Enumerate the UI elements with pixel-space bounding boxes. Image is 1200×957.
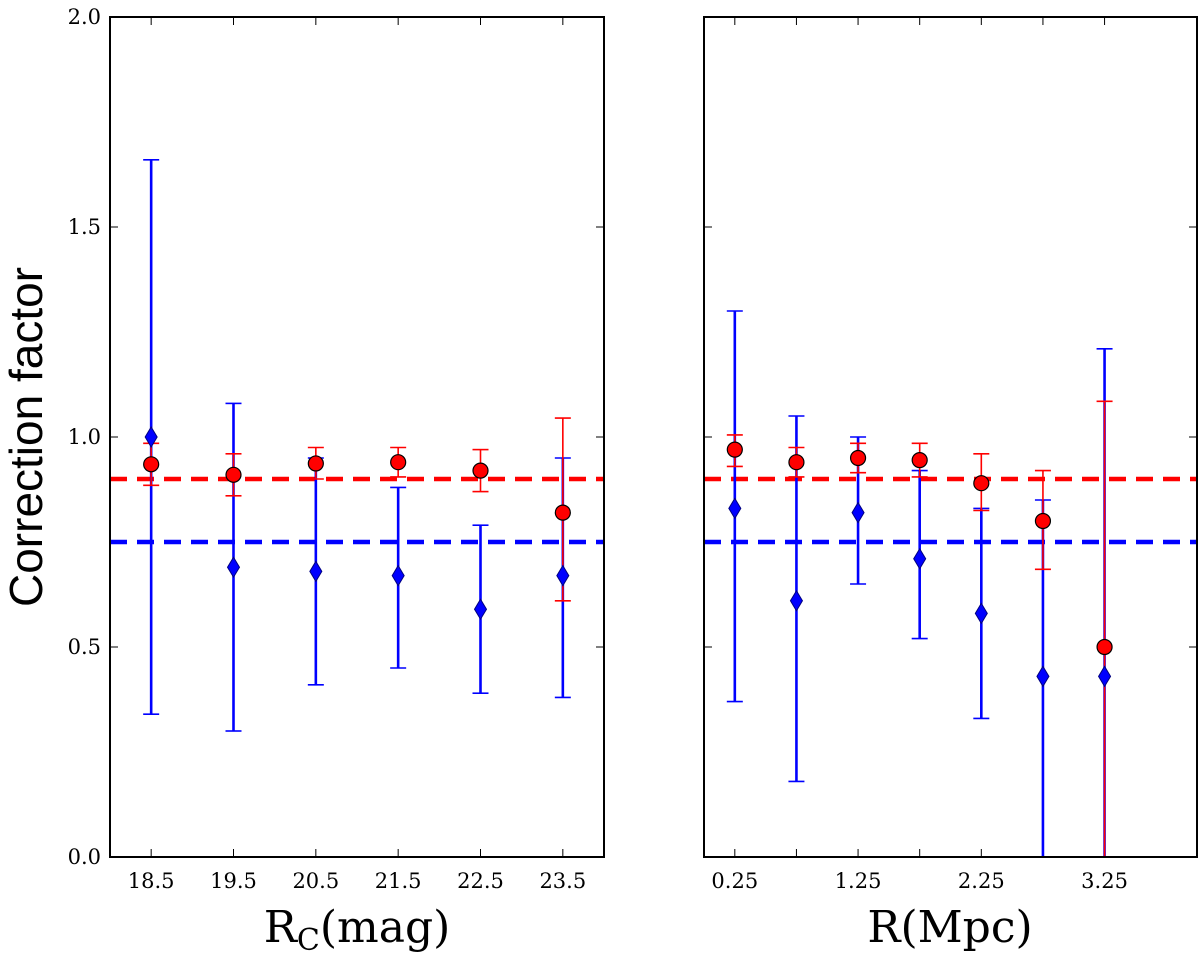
right-xtick-label: 3.25 [1081,869,1128,893]
right-red-circle-point [973,475,990,492]
right-blue-diamond-point [789,589,804,612]
left-blue-diamond-point [473,598,488,621]
left-x-axis-title-main: R [264,902,299,953]
right-blue-diamond-point [913,547,927,570]
right-blue-diamond-point [851,501,865,524]
right-blue-diamond-point [1036,665,1050,688]
right-axes-frame [703,16,1198,858]
left-ytick-label: 0.0 [68,845,101,869]
left-blue-diamond-point [556,564,570,587]
left-ytick-label: 2.0 [68,5,101,29]
right-red-circle-point [1034,512,1052,530]
right-xtick-label: 1.25 [835,869,882,893]
left-red-circle-point [390,454,407,471]
left-blue-diamond-point [144,426,158,448]
right-xtick-label: 0.25 [711,869,758,893]
left-xtick-label: 18.5 [128,869,175,893]
left-ytick-label: 0.5 [68,635,101,659]
left-panel: 0.0 0.5 1.0 1.5 2.0 18.5 19.5 20.5 21.5 22.5 23.5 [68,5,605,893]
right-blue-diamond-point [974,602,988,625]
left-xtick-label: 21.5 [375,869,422,893]
right-xtick-label: 2.25 [958,869,1005,893]
y-axis-title: Correction factor [0,267,52,607]
right-blue-diamond-point [1097,665,1112,688]
right-red-circle-point [726,441,743,458]
left-red-circle-point [143,456,160,473]
right-plot-area [704,310,1197,857]
left-red-circle-point [472,462,489,479]
left-red-circle-point [307,455,324,472]
left-red-circle-point [554,504,571,521]
right-red-circle-point [788,454,805,471]
left-blue-diamond-point [226,556,241,579]
left-red-circle-point [225,466,242,483]
left-plot-area [110,159,604,732]
left-xtick-label: 20.5 [292,869,339,893]
left-xtick-label: 23.5 [539,869,586,893]
left-blue-diamond-point [391,564,405,587]
left-xtick-label: 19.5 [210,869,257,893]
left-x-axis-title-unit: (mag) [320,902,450,953]
left-x-axis-title-sub: C [297,923,320,957]
right-blue-diamond-point [728,497,742,520]
right-red-circle-point [911,452,928,469]
right-red-circle-point [1096,638,1113,656]
right-panel: 0.25 1.25 2.25 3.25 [703,16,1198,893]
right-x-axis-title: R(Mpc) [867,902,1032,953]
left-xtick-label: 22.5 [457,869,504,893]
left-ytick-label: 1.0 [68,425,101,449]
left-ytick-label: 1.5 [68,215,101,239]
left-x-axis-title: RC(mag) [264,902,451,957]
right-red-circle-point [849,449,867,467]
left-blue-diamond-point [309,560,323,583]
left-axes-frame [109,16,605,858]
